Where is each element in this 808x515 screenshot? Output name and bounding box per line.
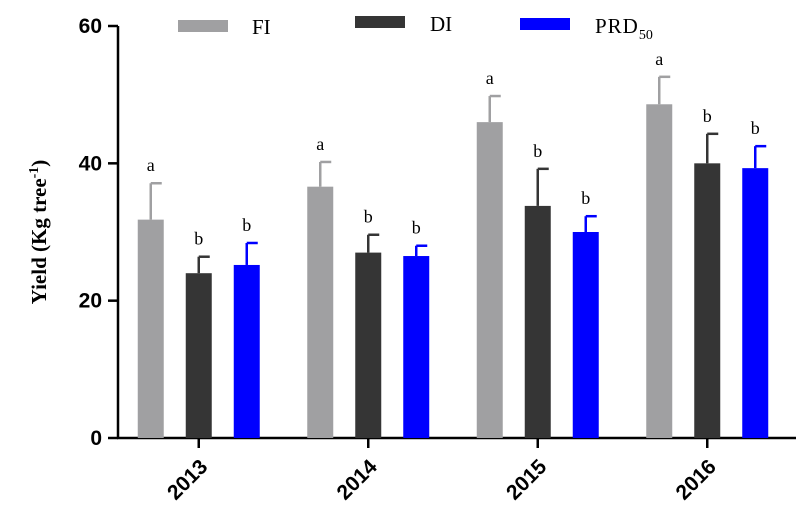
x-tick-label: 2016 bbox=[671, 455, 720, 504]
bar-prd-2014 bbox=[403, 256, 430, 438]
legend-swatch-di bbox=[355, 16, 405, 28]
bar-fi-2013 bbox=[137, 219, 164, 438]
bar-fi-2015 bbox=[476, 122, 503, 438]
significance-letter: b bbox=[703, 106, 712, 126]
y-axis-label-close: ) bbox=[27, 160, 51, 167]
bar-di-2013 bbox=[185, 273, 212, 438]
legend-swatch-fi bbox=[178, 20, 228, 32]
significance-letter: b bbox=[533, 141, 542, 161]
bar-fi-2014 bbox=[307, 186, 334, 438]
legend-label-prd-main: PRD bbox=[595, 14, 639, 38]
legend-label-fi: FI bbox=[252, 15, 271, 39]
x-tick-label: 2014 bbox=[332, 455, 382, 505]
y-tick-label: 60 bbox=[79, 15, 102, 38]
x-tick-label: 2015 bbox=[502, 455, 552, 505]
significance-letter: b bbox=[364, 207, 373, 227]
significance-letter: b bbox=[581, 188, 590, 208]
significance-letter: b bbox=[751, 118, 760, 138]
y-tick-label: 0 bbox=[90, 427, 102, 450]
significance-letter: b bbox=[412, 218, 421, 238]
significance-letter: b bbox=[242, 215, 251, 235]
y-ticks: 0 20 40 60 bbox=[79, 15, 118, 450]
significance-letter: a bbox=[147, 155, 155, 175]
y-tick-label: 40 bbox=[79, 152, 102, 175]
bar-di-2016 bbox=[694, 163, 721, 439]
significance-letter: b bbox=[194, 229, 203, 249]
bar-di-2015 bbox=[524, 205, 551, 438]
bar-prd-2016 bbox=[742, 168, 769, 438]
legend: FI DI PRD50 bbox=[178, 12, 653, 43]
y-axis-label-sup: -1 bbox=[27, 167, 42, 179]
legend-label-prd: PRD50 bbox=[595, 14, 653, 43]
bar-prd-2015 bbox=[572, 232, 599, 438]
x-tick-label: 2013 bbox=[163, 455, 212, 504]
significance-letter: a bbox=[655, 49, 663, 69]
y-axis-label: Yield (Kg tree-1) bbox=[27, 160, 51, 305]
y-tick-label: 20 bbox=[79, 290, 102, 313]
significance-letter: a bbox=[316, 134, 324, 154]
legend-label-di: DI bbox=[430, 12, 452, 36]
significance-letter: a bbox=[486, 68, 494, 88]
y-axis-label-main: Yield (Kg tree bbox=[27, 178, 51, 304]
legend-label-prd-sub: 50 bbox=[639, 28, 653, 43]
legend-swatch-prd bbox=[520, 18, 570, 30]
bar-di-2014 bbox=[355, 252, 382, 438]
bar-fi-2016 bbox=[646, 104, 673, 438]
bars: a b b a b b a b b a b b bbox=[137, 49, 769, 439]
x-ticks: 2013 2014 2015 2016 bbox=[163, 438, 721, 505]
bar-prd-2013 bbox=[233, 264, 260, 438]
